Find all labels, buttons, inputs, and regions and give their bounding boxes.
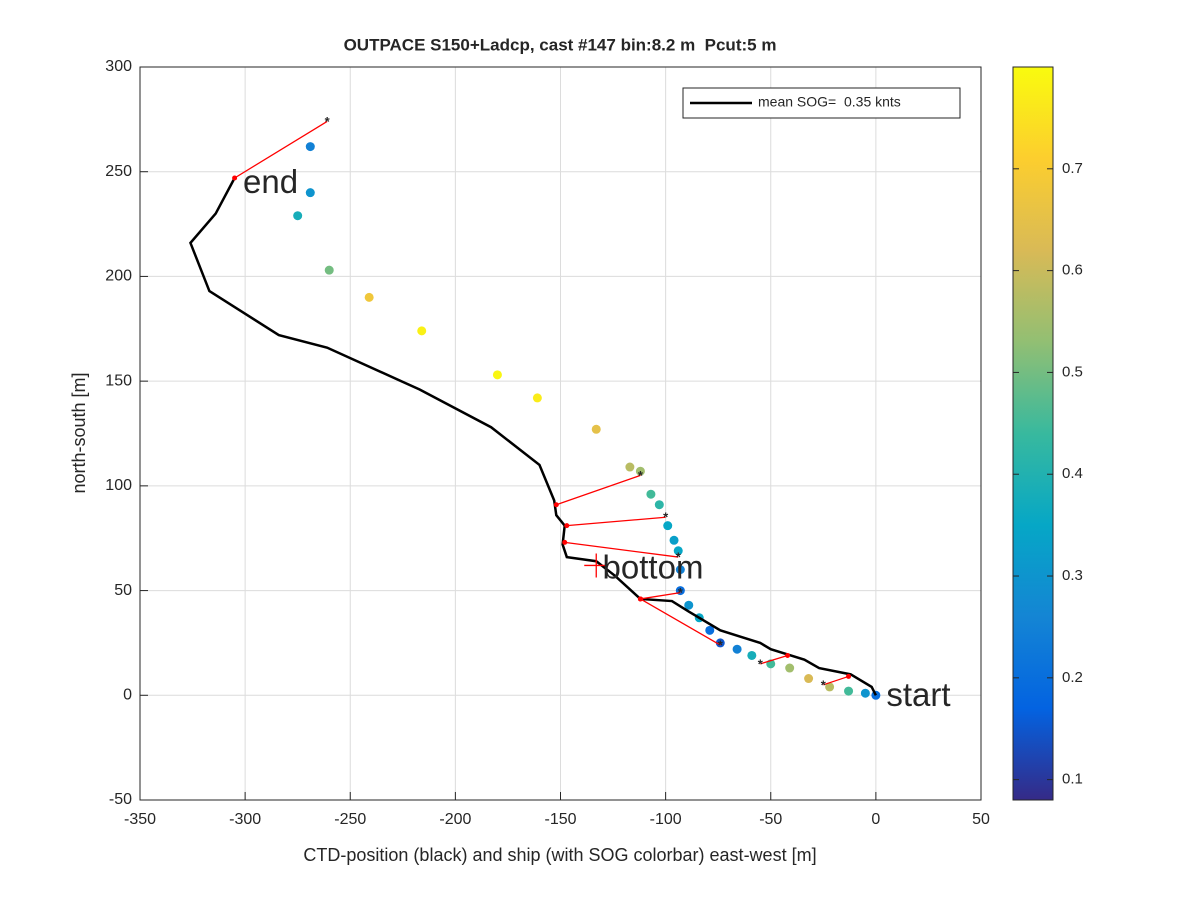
ship-point — [591, 424, 601, 434]
y-axis-label: north-south [m] — [69, 372, 89, 493]
x-tick-label: -300 — [229, 811, 261, 828]
annotation: bottom — [603, 548, 704, 585]
colorbar-tick-label: 0.6 — [1062, 262, 1083, 279]
colorbar-tick-label: 0.1 — [1062, 771, 1083, 788]
ship-point — [492, 370, 502, 380]
ship-star: * — [678, 585, 684, 600]
ctd-track — [189, 177, 877, 696]
x-tick-label: -250 — [334, 811, 366, 828]
x-tick-label: -350 — [124, 811, 156, 828]
ship-point — [684, 600, 694, 610]
ship-star: * — [821, 677, 827, 692]
ship-point — [417, 326, 427, 336]
y-tick-label: 200 — [105, 268, 132, 285]
link-line — [234, 120, 328, 179]
link-line — [640, 592, 681, 600]
x-tick-label: 0 — [871, 811, 880, 828]
colorbar — [1012, 66, 1054, 801]
y-tick-label: 150 — [105, 372, 132, 389]
x-tick-label: 50 — [972, 811, 990, 828]
colorbar-tick-label: 0.3 — [1062, 567, 1083, 584]
y-tick-label: 50 — [114, 582, 132, 599]
x-tick-label: -50 — [759, 811, 782, 828]
link-line — [566, 516, 666, 527]
ship-point — [654, 500, 664, 510]
colorbar-tick-label: 0.7 — [1062, 160, 1083, 177]
ship-star: * — [758, 656, 764, 671]
ctd-dot — [785, 652, 791, 658]
y-tick-label: 0 — [123, 687, 132, 704]
bottom-marker — [584, 553, 609, 578]
ship-point — [293, 211, 303, 221]
ctd-dot — [232, 175, 238, 181]
ship-point — [305, 142, 315, 152]
x-tick-label: -150 — [544, 811, 576, 828]
annotation: start — [886, 676, 950, 713]
ship-point — [844, 686, 854, 696]
x-tick-label: -200 — [439, 811, 471, 828]
ship-point — [646, 489, 656, 499]
ship-point — [635, 466, 645, 476]
ship-point — [364, 292, 374, 302]
link-line — [760, 654, 788, 665]
ctd-dot — [553, 502, 559, 508]
ship-point — [532, 393, 542, 403]
legend-label: mean SOG= 0.35 knts — [758, 94, 901, 110]
x-tick-label: -100 — [650, 811, 682, 828]
y-tick-label: 300 — [105, 58, 132, 75]
ship-point — [673, 546, 683, 556]
ship-point — [715, 638, 725, 648]
ctd-dot — [637, 596, 643, 602]
ctd-dot — [564, 523, 570, 529]
colorbar-tick-label: 0.2 — [1062, 669, 1083, 686]
ship-point — [305, 188, 315, 198]
ship-point — [324, 265, 334, 275]
link-line — [640, 598, 721, 646]
y-tick-label: -50 — [109, 791, 132, 808]
ship-star: * — [676, 550, 682, 565]
ship-point — [732, 644, 742, 654]
chart-title: OUTPACE S150+Ladcp, cast #147 bin:8.2 m … — [344, 35, 777, 54]
y-tick-label: 250 — [105, 163, 132, 180]
ship-star: * — [663, 510, 669, 525]
ship-point — [804, 674, 814, 684]
colorbar-tick-label: 0.4 — [1062, 465, 1083, 482]
ship-point — [747, 650, 757, 660]
ship-point — [705, 625, 715, 635]
ship-star: * — [718, 637, 724, 652]
ship-star: * — [638, 468, 644, 483]
link-line — [823, 675, 849, 686]
axes-box — [139, 66, 982, 801]
y-tick-label: 100 — [105, 477, 132, 494]
ship-point — [785, 663, 795, 673]
ctd-dot — [562, 539, 568, 545]
annotation: end — [243, 163, 298, 200]
colorbar-tick-label: 0.5 — [1062, 363, 1083, 380]
x-axis-label: CTD-position (black) and ship (with SOG … — [303, 845, 816, 865]
ship-point — [860, 688, 870, 698]
link-line — [564, 541, 679, 558]
ctd-dot — [846, 673, 852, 679]
ship-point — [825, 682, 835, 692]
ship-point — [669, 535, 679, 545]
ship-point — [663, 521, 673, 531]
ship-star: * — [325, 114, 331, 129]
link-line — [556, 474, 641, 506]
ship-point — [625, 462, 635, 472]
ship-point — [675, 565, 685, 575]
